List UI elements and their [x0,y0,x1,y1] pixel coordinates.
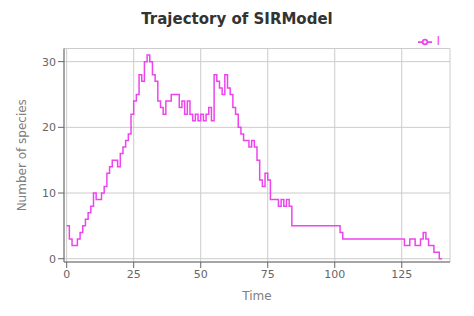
svg-text:125: 125 [391,268,412,281]
html-text:Trajectory of SIRModel: Trajectory of SIRModel [141,10,333,28]
svg-text:30: 30 [42,56,56,69]
svg-text:10: 10 [42,187,56,200]
svg-text:25: 25 [127,268,141,281]
svg-text:20: 20 [42,121,56,134]
html-text:I: I [436,34,440,48]
svg-text:50: 50 [194,268,208,281]
svg-text:100: 100 [324,268,345,281]
svg-text:0: 0 [63,268,70,281]
svg-text:Number of species: Number of species [15,99,29,211]
svg-text:0: 0 [49,253,56,266]
svg-text:Time: Time [241,289,271,303]
svg-text:75: 75 [261,268,275,281]
